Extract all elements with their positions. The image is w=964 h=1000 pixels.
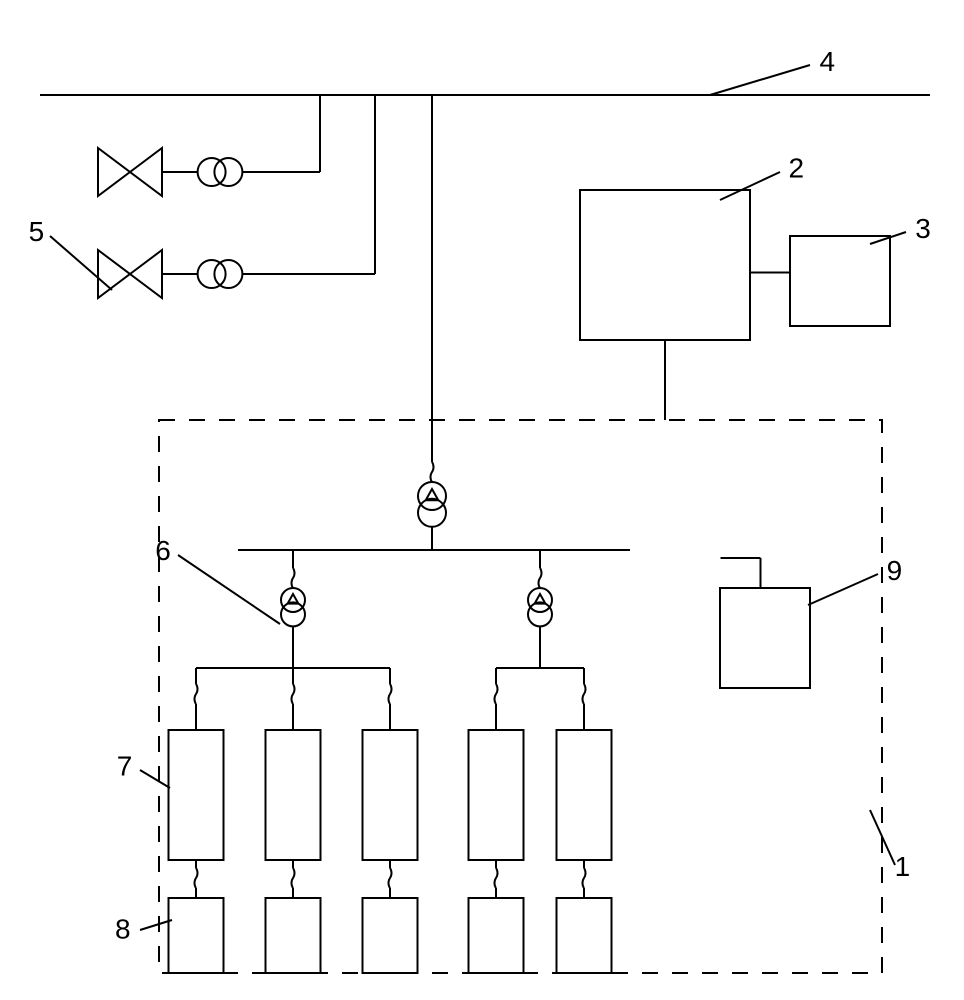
svg-text:9: 9 [887,555,903,586]
svg-text:8: 8 [115,914,131,945]
svg-text:4: 4 [819,46,835,77]
svg-text:7: 7 [117,750,133,781]
svg-text:6: 6 [155,535,171,566]
svg-text:5: 5 [29,216,45,247]
svg-text:2: 2 [789,153,805,184]
svg-text:3: 3 [915,213,931,244]
svg-text:1: 1 [895,851,911,882]
